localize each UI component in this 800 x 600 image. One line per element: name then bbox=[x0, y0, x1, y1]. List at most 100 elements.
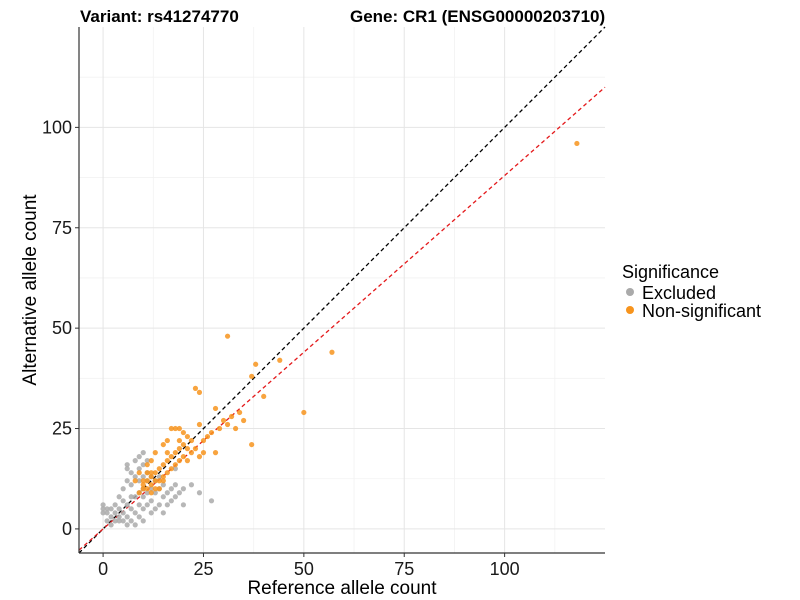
point-excluded bbox=[128, 506, 134, 512]
point-non-significant bbox=[184, 433, 191, 440]
point-excluded bbox=[160, 482, 166, 488]
point-excluded bbox=[188, 482, 195, 488]
point-excluded bbox=[108, 506, 114, 512]
point-non-significant bbox=[176, 437, 182, 444]
point-excluded bbox=[116, 494, 122, 500]
point-excluded bbox=[120, 518, 126, 524]
x-tick-label: 50 bbox=[294, 559, 314, 579]
point-excluded bbox=[104, 518, 110, 524]
legend-swatch-excluded bbox=[626, 288, 634, 296]
point-non-significant bbox=[574, 140, 580, 147]
point-non-significant bbox=[176, 458, 182, 464]
point-non-significant bbox=[329, 349, 335, 355]
point-non-significant bbox=[160, 478, 166, 484]
point-excluded bbox=[140, 474, 146, 480]
point-non-significant bbox=[160, 474, 166, 480]
point-excluded bbox=[144, 502, 150, 508]
point-excluded bbox=[124, 462, 130, 468]
point-non-significant bbox=[204, 433, 211, 440]
point-non-significant bbox=[184, 458, 191, 464]
point-non-significant bbox=[156, 486, 162, 492]
point-non-significant bbox=[176, 425, 182, 432]
point-non-significant bbox=[200, 437, 207, 444]
point-excluded bbox=[136, 478, 142, 484]
reference-line-fitted bbox=[78, 86, 606, 551]
point-non-significant bbox=[176, 446, 182, 452]
point-non-significant bbox=[200, 450, 207, 456]
y-tick-label: 25 bbox=[52, 419, 72, 439]
point-non-significant bbox=[144, 486, 150, 492]
x-tick-label: 75 bbox=[394, 559, 414, 579]
point-excluded bbox=[124, 522, 130, 528]
point-excluded bbox=[136, 502, 142, 508]
point-non-significant bbox=[136, 490, 142, 496]
point-excluded bbox=[128, 518, 134, 524]
point-non-significant bbox=[156, 478, 162, 484]
point-excluded bbox=[148, 486, 154, 492]
point-excluded bbox=[144, 490, 150, 496]
point-excluded bbox=[120, 498, 126, 504]
point-non-significant bbox=[196, 421, 203, 428]
point-non-significant bbox=[277, 357, 283, 363]
point-excluded bbox=[136, 466, 142, 472]
point-non-significant bbox=[196, 389, 203, 395]
point-excluded bbox=[104, 510, 110, 516]
point-excluded bbox=[132, 474, 138, 480]
point-non-significant bbox=[212, 405, 219, 412]
point-excluded bbox=[164, 490, 170, 496]
point-excluded bbox=[144, 458, 150, 464]
point-excluded bbox=[172, 466, 178, 472]
point-non-significant bbox=[152, 470, 158, 476]
point-non-significant bbox=[132, 478, 138, 484]
point-excluded bbox=[100, 502, 106, 508]
title-gene: Gene: CR1 (ENSG00000203710) bbox=[350, 7, 605, 26]
point-non-significant bbox=[172, 425, 178, 432]
point-excluded bbox=[108, 522, 114, 528]
reference-lines bbox=[78, 26, 606, 554]
point-excluded bbox=[128, 470, 134, 476]
point-excluded bbox=[132, 494, 138, 500]
y-axis-title: Alternative allele count bbox=[20, 194, 41, 386]
point-excluded bbox=[152, 490, 158, 496]
point-non-significant bbox=[232, 425, 239, 432]
point-non-significant bbox=[168, 454, 174, 460]
point-excluded bbox=[160, 510, 166, 516]
point-excluded bbox=[132, 510, 138, 516]
point-non-significant bbox=[180, 429, 186, 436]
point-non-significant bbox=[196, 454, 203, 460]
point-excluded bbox=[160, 494, 166, 500]
point-non-significant bbox=[164, 437, 170, 444]
point-non-significant bbox=[148, 458, 154, 464]
legend-swatch-non-significant bbox=[626, 306, 634, 314]
point-non-significant bbox=[144, 462, 150, 468]
point-non-significant bbox=[148, 482, 154, 488]
point-non-significant bbox=[136, 470, 142, 476]
axes: 0 25 50 75 100 0 25 50 75 100 bbox=[42, 27, 605, 579]
point-excluded bbox=[180, 502, 186, 508]
point-non-significant bbox=[168, 425, 174, 432]
point-excluded bbox=[132, 458, 138, 464]
point-non-significant bbox=[168, 466, 174, 472]
point-excluded bbox=[172, 482, 178, 488]
point-excluded bbox=[116, 506, 122, 512]
x-tick-label: 100 bbox=[490, 559, 520, 579]
point-excluded bbox=[136, 514, 142, 520]
point-excluded bbox=[172, 494, 178, 500]
x-axis-title: Reference allele count bbox=[247, 578, 437, 599]
point-excluded bbox=[176, 490, 182, 496]
point-excluded bbox=[116, 514, 122, 520]
point-non-significant bbox=[253, 361, 259, 367]
point-non-significant bbox=[152, 486, 158, 492]
point-non-significant bbox=[164, 458, 170, 464]
point-excluded bbox=[124, 478, 130, 484]
data-points bbox=[100, 140, 580, 528]
point-non-significant bbox=[148, 490, 154, 496]
point-non-significant bbox=[261, 393, 267, 400]
point-excluded bbox=[152, 506, 158, 512]
point-non-significant bbox=[172, 462, 178, 468]
point-excluded bbox=[180, 486, 186, 492]
point-non-significant bbox=[144, 470, 150, 476]
point-excluded bbox=[156, 474, 162, 480]
point-non-significant bbox=[241, 417, 247, 424]
